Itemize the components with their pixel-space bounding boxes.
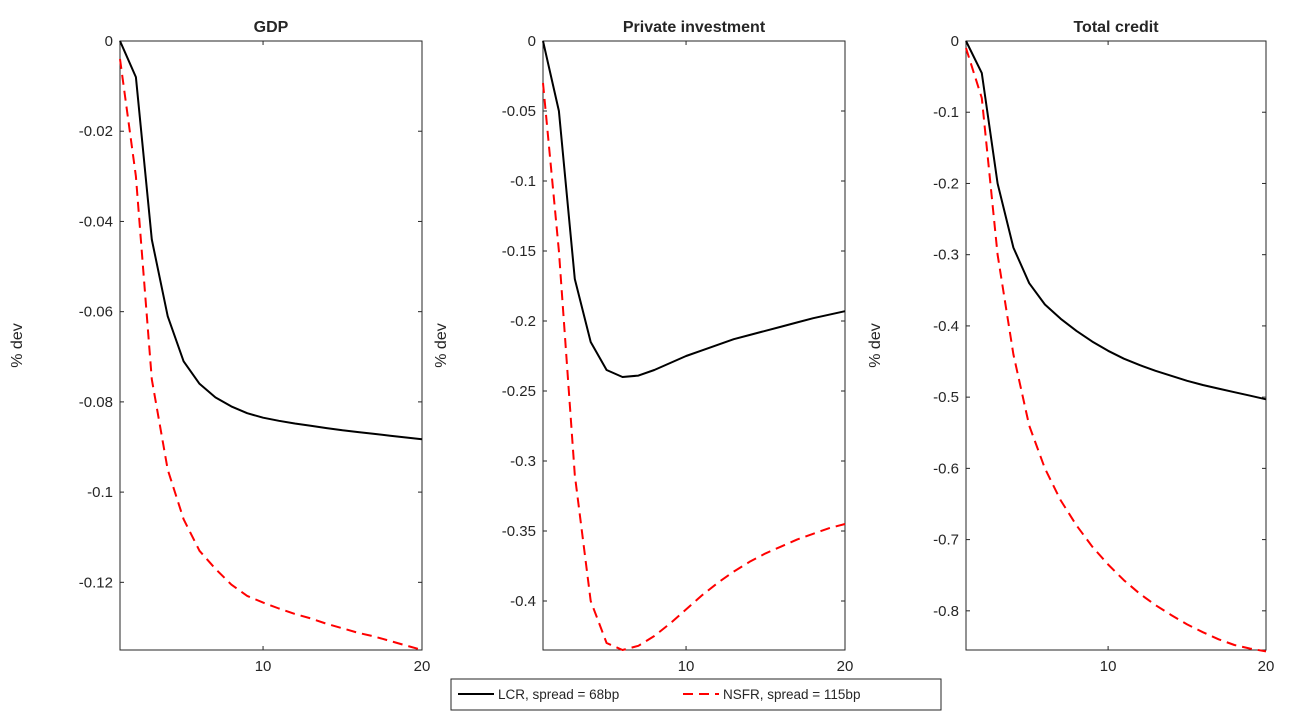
series-line-nsfr <box>119 58 423 651</box>
y-tick-label: -0.05 <box>502 103 536 120</box>
y-tick-label: -0.1 <box>933 104 959 121</box>
x-tick-label: 10 <box>1100 658 1117 675</box>
panel-total-credit: Total credit % dev 0 -0.1 -0.2 -0.3 -0.4 -0.5… <box>867 19 1274 675</box>
y-tick-label: -0.3 <box>933 247 959 264</box>
y-tick-label: -0.02 <box>79 123 113 140</box>
y-tick-label: -0.2 <box>933 175 959 192</box>
y-tick-label: -0.7 <box>933 532 959 549</box>
y-tick-label: -0.06 <box>79 304 113 321</box>
panel-gdp: GDP % dev 0 -0.02 -0.04 -0.06 -0.08 -0.1 -0.12… <box>9 19 430 675</box>
y-tick-label: 0 <box>528 33 536 50</box>
legend-label-lcr: LCR, spread = 68bp <box>498 687 619 702</box>
x-tick-label: 10 <box>678 658 695 675</box>
y-tick-label: -0.2 <box>510 313 536 330</box>
y-tick-label: -0.1 <box>87 484 113 501</box>
y-axis-label: % dev <box>867 323 884 367</box>
legend-label-nsfr: NSFR, spread = 115bp <box>723 687 860 702</box>
y-tick-label: -0.3 <box>510 453 536 470</box>
chart-title: Total credit <box>1073 19 1159 36</box>
axes-frame <box>965 40 1267 651</box>
panel-private-investment: Private investment % dev 0 -0.05 -0.1 -0.15… <box>433 19 853 675</box>
y-tick-label: 0 <box>951 33 959 50</box>
y-tick-label: -0.08 <box>79 394 113 411</box>
chart-title: GDP <box>254 19 289 36</box>
axes-frame <box>119 40 423 651</box>
series-line-lcr <box>965 40 1267 401</box>
y-tick-label: -0.6 <box>933 460 959 477</box>
legend-box <box>450 678 942 711</box>
axes-frame <box>542 40 846 651</box>
y-tick-label: -0.15 <box>502 243 536 260</box>
y-axis-label: % dev <box>433 323 450 367</box>
y-tick-label: 0 <box>105 33 113 50</box>
x-tick-label: 20 <box>837 658 854 675</box>
chart-title: Private investment <box>623 19 766 36</box>
y-tick-label: -0.12 <box>79 574 113 591</box>
y-tick-label: -0.25 <box>502 383 536 400</box>
series-line-lcr <box>542 40 846 378</box>
legend: LCR, spread = 68bp NSFR, spread = 115bp <box>450 678 942 711</box>
y-tick-label: -0.8 <box>933 603 959 620</box>
y-axis-label: % dev <box>9 323 26 367</box>
series-line-nsfr <box>542 82 846 651</box>
series-line-lcr <box>119 40 423 441</box>
x-tick-label: 20 <box>414 658 431 675</box>
series-line-nsfr <box>965 47 1267 653</box>
y-tick-label: -0.4 <box>933 318 959 335</box>
y-tick-label: -0.04 <box>79 213 113 230</box>
y-tick-label: -0.1 <box>510 173 536 190</box>
x-tick-label: 10 <box>255 658 272 675</box>
y-tick-label: -0.5 <box>933 389 959 406</box>
x-tick-label: 20 <box>1258 658 1275 675</box>
y-tick-label: -0.35 <box>502 523 536 540</box>
y-tick-label: -0.4 <box>510 593 536 610</box>
